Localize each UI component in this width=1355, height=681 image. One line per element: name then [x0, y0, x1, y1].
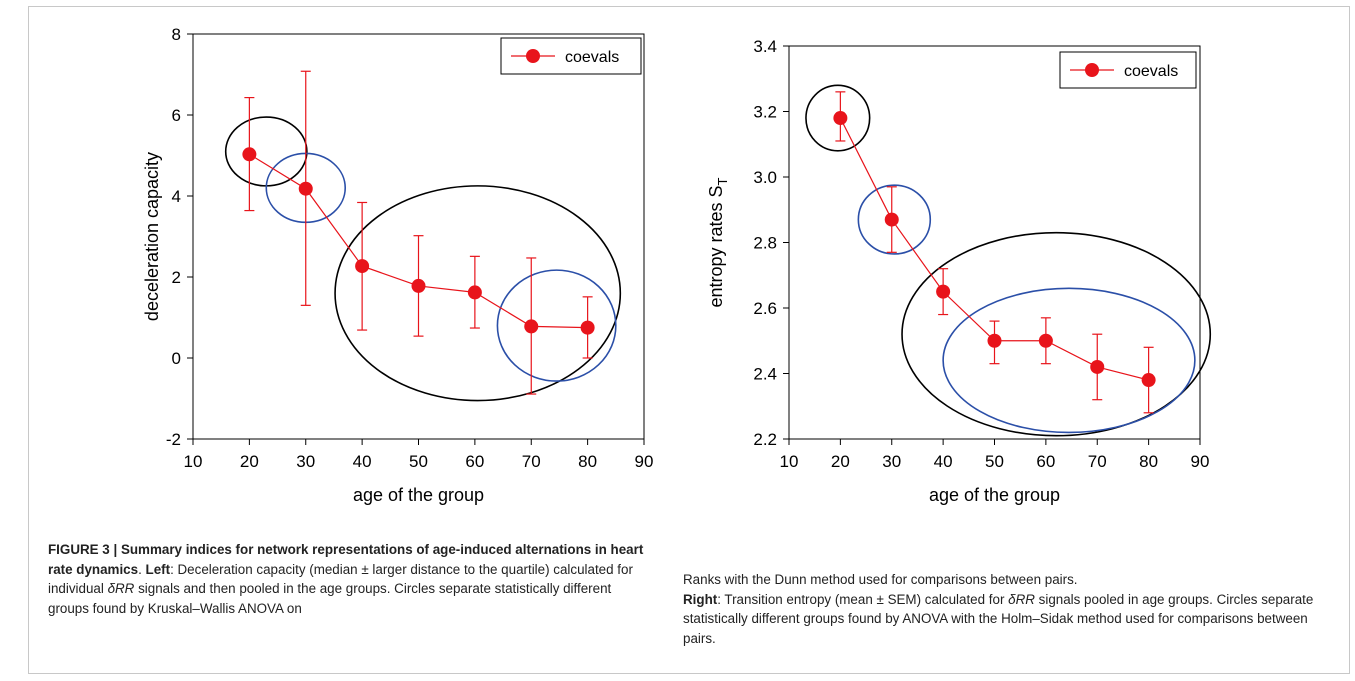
- caption-left-text-2: signals and then pooled in the age group…: [48, 581, 612, 616]
- data-point: [242, 147, 257, 162]
- y-tick-label: 0: [172, 349, 181, 368]
- y-tick-label: 2: [172, 268, 181, 287]
- data-point: [987, 333, 1002, 348]
- chart-right: 10 20 30 40 50 60 70 80 90 2.2 2.4 2.6 2.8 3.0 3.2 3.4 a…: [706, 37, 1212, 505]
- data-point: [355, 259, 370, 274]
- x-tick-label: 20: [831, 452, 850, 471]
- x-tick-label: 30: [296, 452, 315, 471]
- group-circle: [805, 84, 871, 152]
- y-tick-label: 2.6: [753, 299, 777, 318]
- x-tick-label: 60: [1036, 452, 1055, 471]
- legend-label: coevals: [1124, 63, 1178, 80]
- y-tick-label: 4: [172, 187, 181, 206]
- x-tick-label: 60: [465, 452, 484, 471]
- x-tick-label: 70: [522, 452, 541, 471]
- data-point: [833, 111, 848, 126]
- signal-symbol: δRR: [107, 581, 135, 596]
- data-point: [1038, 333, 1053, 348]
- data-point: [524, 319, 539, 334]
- caption-left: FIGURE 3 | Summary indices for network r…: [48, 540, 648, 618]
- caption-right-text-0: Ranks with the Dunn method used for comp…: [683, 572, 1078, 587]
- y-tick-label: 2.8: [753, 234, 777, 253]
- left-label: Left: [145, 561, 171, 577]
- caption-left-text-1: : Deceleration capacity (median ± larger…: [48, 561, 633, 597]
- y-tick-label: 3.4: [753, 37, 777, 56]
- caption-right: Ranks with the Dunn method used for comp…: [683, 570, 1333, 648]
- figure-frame: [28, 6, 1350, 674]
- right-label: Right: [683, 591, 718, 607]
- x-tick-label: 50: [985, 452, 1004, 471]
- signal-symbol: δRR: [1008, 591, 1035, 607]
- x-tick-label: 30: [882, 452, 901, 471]
- x-tick-label: 70: [1088, 452, 1107, 471]
- group-circle: [857, 184, 932, 255]
- data-point: [936, 284, 951, 299]
- x-tick-label: 50: [409, 452, 428, 471]
- group-circle: [496, 269, 617, 382]
- y-tick-label: 3.0: [753, 168, 777, 187]
- x-axis-label: age of the group: [353, 485, 484, 505]
- x-tick-label: 80: [1139, 452, 1158, 471]
- chart-left: 10 20 30 40 50 60 70 80 90 -2 0 2 4 6 8 age of the grou…: [142, 25, 653, 505]
- legend-label: coevals: [565, 49, 619, 66]
- x-tick-label: 40: [353, 452, 372, 471]
- y-tick-label: 8: [172, 25, 181, 44]
- y-axis-label: entropy rates ST: [706, 177, 730, 307]
- x-tick-label: 20: [240, 452, 259, 471]
- x-tick-label: 80: [578, 452, 597, 471]
- legend-marker: [526, 49, 540, 63]
- group-circle: [942, 287, 1196, 434]
- caption-separator: .: [138, 561, 146, 577]
- y-axis-label-subscript: T: [715, 177, 730, 185]
- data-point: [580, 320, 595, 335]
- caption-right-text-1: : Transition entropy (mean ± SEM) calcul…: [717, 591, 1009, 607]
- y-axis-label: deceleration capacity: [142, 152, 162, 321]
- x-axis-label: age of the group: [929, 485, 1060, 505]
- data-point: [884, 212, 899, 227]
- group-circle: [334, 185, 622, 402]
- legend-marker: [1085, 63, 1099, 77]
- group-circle: [901, 231, 1212, 437]
- x-tick-label: 10: [184, 452, 203, 471]
- y-tick-label: 6: [172, 106, 181, 125]
- y-tick-label: 2.2: [753, 430, 777, 449]
- x-tick-label: 90: [635, 452, 654, 471]
- figure-title: FIGURE 3 | Summary indices for network r…: [48, 542, 644, 577]
- y-tick-label: -2: [166, 430, 181, 449]
- x-tick-label: 40: [934, 452, 953, 471]
- figure-charts: 10 20 30 40 50 60 70 80 90 -2 0 2 4 6 8 age of the grou…: [142, 25, 1212, 505]
- caption-right-text-2: signals pooled in age groups. Circles se…: [683, 591, 1314, 646]
- group-circle: [224, 116, 308, 187]
- plot-frame: [788, 45, 1201, 440]
- data-point: [1141, 373, 1156, 388]
- data-point: [298, 181, 313, 196]
- data-point: [411, 278, 426, 293]
- data-point: [467, 285, 482, 300]
- x-tick-label: 10: [780, 452, 799, 471]
- y-tick-label: 2.4: [753, 365, 777, 384]
- y-tick-label: 3.2: [753, 103, 777, 122]
- data-point: [1090, 359, 1105, 374]
- x-tick-label: 90: [1191, 452, 1210, 471]
